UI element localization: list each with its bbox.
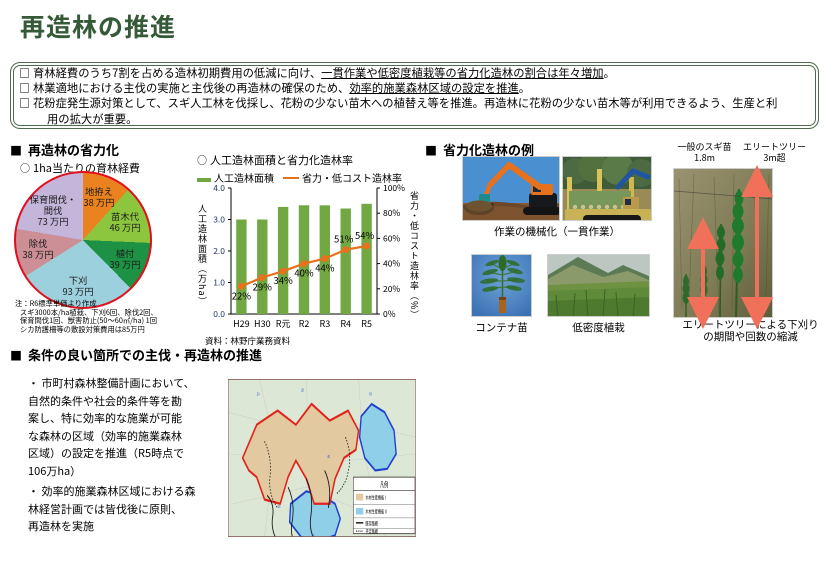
svg-text:22%: 22% — [232, 288, 252, 302]
svg-text:0.0: 0.0 — [213, 308, 225, 320]
svg-text:予定路網: 予定路網 — [365, 528, 378, 536]
svg-text:51%: 51% — [334, 232, 354, 246]
svg-text:R4: R4 — [340, 317, 351, 330]
svg-text:44%: 44% — [315, 261, 335, 275]
svg-text:24: 24 — [278, 503, 281, 509]
svg-text:54%: 54% — [355, 228, 375, 242]
svg-text:凡例: 凡例 — [380, 480, 389, 490]
svg-text:95: 95 — [369, 391, 372, 397]
svg-text:0%: 0% — [383, 308, 396, 320]
svg-text:R5: R5 — [361, 317, 372, 330]
svg-text:R2: R2 — [299, 317, 310, 330]
svg-text:80%: 80% — [383, 207, 400, 219]
svg-text:29: 29 — [257, 391, 260, 397]
svg-text:1.0: 1.0 — [213, 277, 225, 289]
svg-text:100%: 100% — [383, 182, 405, 194]
svg-text:H30: H30 — [254, 317, 271, 330]
svg-text:20%: 20% — [383, 283, 400, 295]
svg-text:29%: 29% — [253, 280, 273, 294]
svg-text:R3: R3 — [320, 317, 331, 330]
svg-text:40: 40 — [327, 453, 330, 459]
svg-text:2.0: 2.0 — [213, 245, 225, 257]
svg-text:H29: H29 — [233, 317, 250, 330]
svg-text:4.0: 4.0 — [213, 182, 225, 194]
svg-text:28: 28 — [301, 387, 304, 393]
svg-text:木材生産機能Ⅰ: 木材生産機能Ⅰ — [365, 494, 387, 502]
svg-text:40%: 40% — [383, 258, 400, 270]
svg-text:木材生産機能Ⅱ: 木材生産機能Ⅱ — [365, 508, 387, 516]
svg-text:既存路網: 既存路網 — [365, 519, 378, 527]
svg-text:40%: 40% — [294, 266, 314, 280]
svg-text:R元: R元 — [276, 317, 291, 330]
svg-text:3.0: 3.0 — [213, 214, 225, 226]
svg-text:34%: 34% — [273, 273, 293, 287]
svg-text:60%: 60% — [383, 232, 400, 244]
